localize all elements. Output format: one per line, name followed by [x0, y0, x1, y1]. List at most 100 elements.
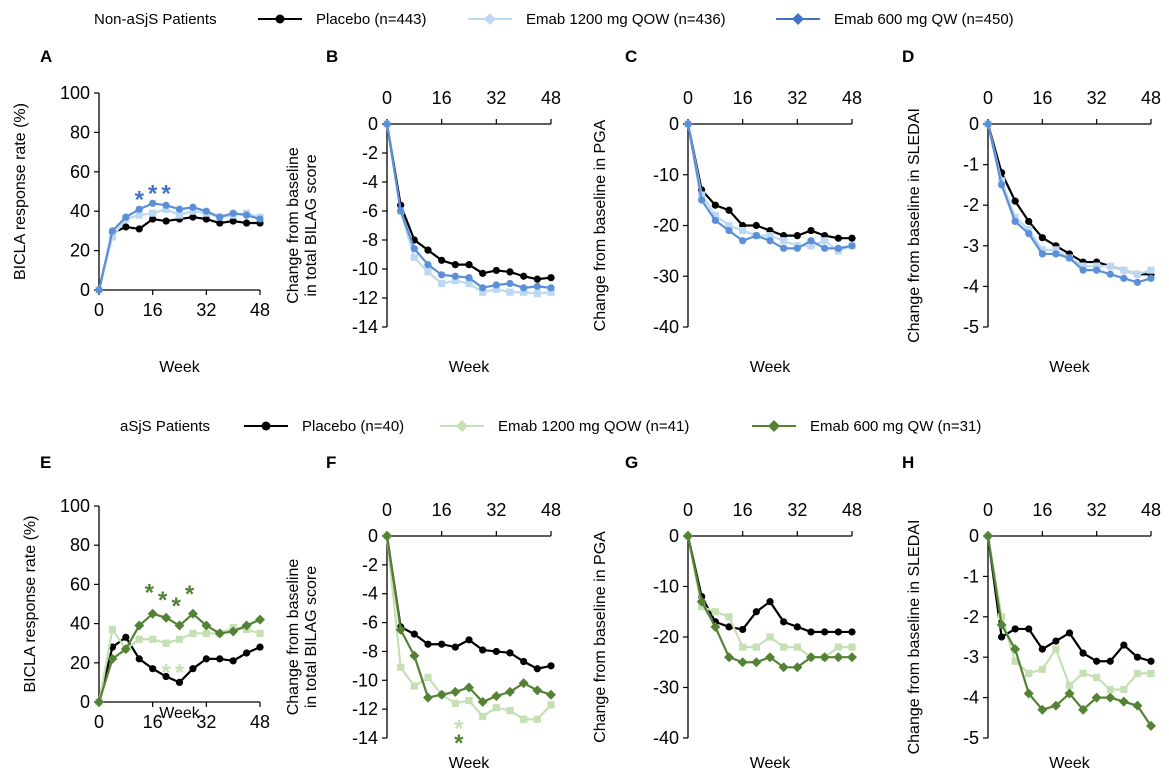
data-point — [684, 120, 692, 128]
data-point — [242, 219, 251, 227]
y-tick-label: 0 — [669, 114, 679, 134]
data-point — [710, 621, 721, 632]
data-point — [1120, 641, 1128, 649]
significance-asterisk: * — [185, 581, 195, 608]
data-point — [807, 226, 815, 235]
data-point — [1079, 266, 1087, 274]
data-point — [135, 225, 143, 233]
panel-letter: E — [40, 453, 51, 472]
data-point — [149, 215, 157, 223]
data-point — [1010, 644, 1021, 655]
data-point — [256, 643, 264, 651]
data-point — [175, 205, 184, 213]
x-axis-title: Week — [750, 359, 792, 376]
data-point — [834, 244, 842, 252]
data-point — [214, 628, 225, 639]
y-tick-label: 100 — [60, 83, 90, 103]
data-point — [698, 603, 706, 611]
y-tick-label: -8 — [362, 230, 378, 250]
series-placebo — [684, 120, 856, 242]
data-point — [1118, 696, 1129, 707]
data-point — [465, 696, 473, 705]
data-point — [725, 221, 733, 230]
data-point — [1105, 692, 1116, 703]
data-point — [162, 672, 170, 681]
x-tick-label: 0 — [382, 500, 392, 520]
data-point — [997, 613, 1006, 621]
data-point — [834, 643, 842, 651]
y-tick-label: -5 — [963, 317, 979, 337]
data-point — [506, 649, 514, 657]
y-tick-label: -10 — [653, 165, 679, 185]
y-tick-label: 0 — [80, 692, 90, 712]
data-point — [108, 233, 117, 241]
data-point — [518, 678, 529, 689]
data-point — [1093, 657, 1101, 665]
y-tick-label: 20 — [70, 241, 90, 261]
data-point — [711, 216, 719, 225]
y-tick-label: 60 — [70, 574, 90, 594]
series-emab-1200 — [684, 532, 856, 661]
data-point — [162, 639, 170, 647]
chart-panel-e: E 0 20 40 60 80 100 0 16 32 48 Week BICLA response r… — [22, 453, 270, 732]
y-tick-label: -6 — [362, 613, 378, 633]
data-point — [242, 211, 251, 219]
data-point — [725, 226, 733, 235]
y-tick-label: 0 — [669, 526, 679, 546]
panel-letter: D — [902, 47, 914, 66]
data-point — [780, 643, 788, 651]
series-line — [986, 535, 1151, 691]
panel-letter: G — [625, 453, 638, 472]
data-point — [149, 635, 157, 643]
data-point — [1078, 704, 1089, 715]
chart-panel-a: A 0 20 40 60 80 100 0 16 32 48 Week BICLA response r… — [12, 47, 270, 376]
y-tick-label: -1 — [963, 155, 979, 175]
y-tick-label: 0 — [969, 526, 979, 546]
series-emab-1200 — [684, 120, 856, 255]
significance-asterisk: * — [454, 730, 464, 757]
data-point — [547, 288, 555, 296]
significance-asterisk: * — [171, 593, 181, 620]
data-point — [1133, 653, 1142, 661]
data-point — [1052, 246, 1060, 254]
data-point — [216, 219, 224, 227]
data-point — [1133, 270, 1142, 278]
series-emab-600 — [983, 531, 1156, 731]
y-tick-label: 40 — [70, 614, 90, 634]
y-axis-title-line: BICLA response rate (%) — [12, 103, 29, 280]
data-point — [424, 673, 432, 681]
significance-asterisk: * — [158, 587, 168, 614]
data-point — [451, 699, 459, 707]
data-point — [1025, 669, 1033, 677]
y-tick-label: -4 — [362, 172, 378, 192]
data-point — [780, 244, 788, 252]
x-tick-label: 16 — [733, 88, 753, 108]
series-emab-600 — [95, 199, 264, 294]
series-placebo — [684, 532, 856, 636]
data-point — [737, 657, 748, 668]
data-point — [438, 256, 446, 264]
y-tick-label: -40 — [653, 317, 679, 337]
data-point — [793, 623, 801, 631]
legend-entry-label: Emab 1200 mg QOW (n=41) — [498, 418, 689, 435]
data-point — [423, 692, 433, 703]
data-point — [739, 237, 747, 245]
data-point — [228, 626, 239, 637]
data-point — [424, 246, 432, 254]
data-point — [834, 628, 842, 636]
x-tick-label: 48 — [842, 500, 862, 520]
data-point — [1132, 700, 1143, 711]
chart-panel-c: C 0 -10 -20 -30 -40 0 16 32 48 Week Change from bas… — [592, 47, 862, 376]
data-point — [506, 706, 514, 715]
data-point — [834, 234, 842, 242]
x-tick-label: 48 — [250, 300, 270, 320]
data-point — [725, 206, 733, 214]
x-axis-title: Week — [750, 755, 792, 772]
data-point — [94, 697, 104, 707]
data-point — [229, 209, 237, 217]
data-point — [1091, 692, 1102, 703]
data-point — [465, 261, 473, 269]
data-point — [1079, 669, 1087, 677]
